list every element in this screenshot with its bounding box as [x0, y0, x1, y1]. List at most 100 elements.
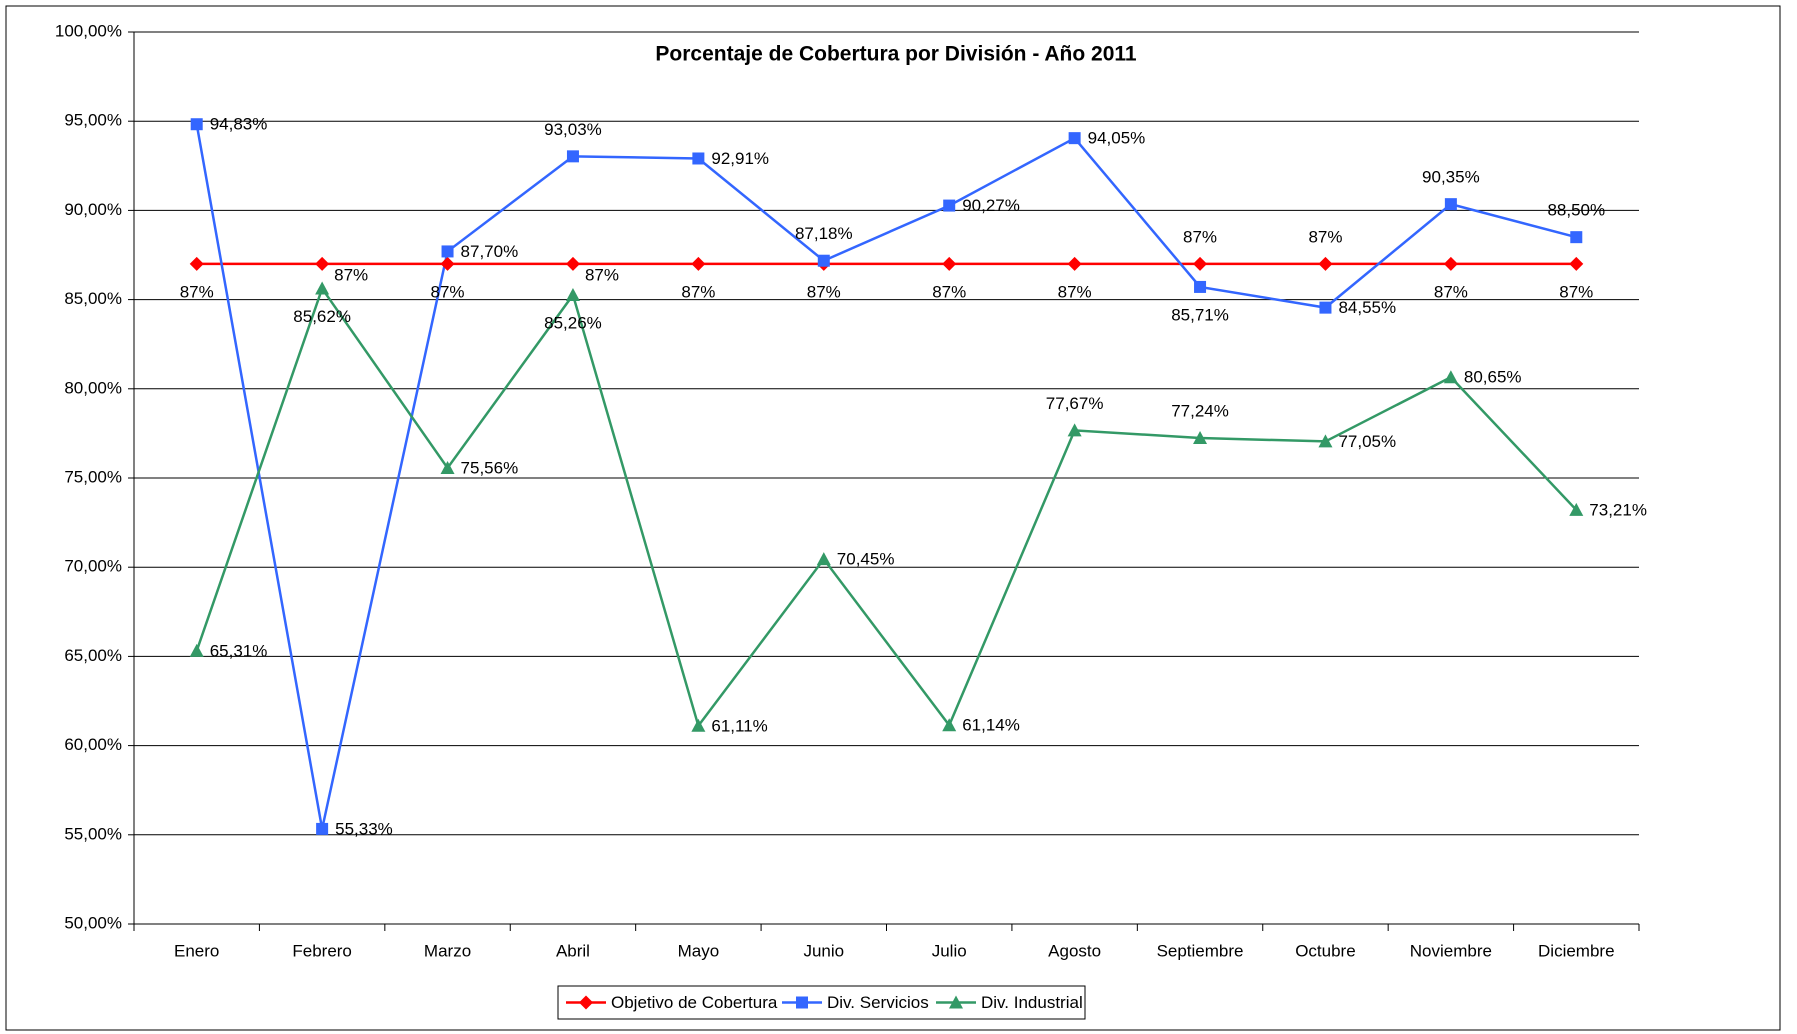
- x-tick-label: Diciembre: [1538, 941, 1615, 960]
- y-tick-label: 85,00%: [64, 289, 122, 308]
- x-tick-label: Marzo: [424, 941, 471, 960]
- data-point: [441, 245, 454, 258]
- data-point: [692, 152, 705, 165]
- data-point: [1068, 132, 1081, 145]
- data-point: [316, 822, 329, 835]
- series-line: [195, 124, 1577, 830]
- x-tick-label: Enero: [174, 941, 219, 960]
- y-tick-label: 55,00%: [64, 824, 122, 843]
- data-label: 55,33%: [335, 819, 393, 838]
- data-label: 70,45%: [837, 550, 895, 569]
- data-label: 87%: [1183, 227, 1217, 246]
- legend-marker: [579, 995, 593, 1010]
- data-point: [816, 552, 831, 566]
- data-point: [189, 256, 204, 271]
- y-tick-label: 80,00%: [64, 378, 122, 397]
- data-label: 85,62%: [293, 307, 351, 326]
- data-label: 75,56%: [461, 458, 519, 477]
- x-tick-label: Julio: [932, 941, 967, 960]
- y-tick-label: 70,00%: [64, 557, 122, 576]
- data-label: 87%: [932, 282, 966, 301]
- data-label: 85,71%: [1171, 305, 1229, 324]
- data-point: [1444, 198, 1457, 211]
- data-point: [189, 643, 204, 657]
- data-label: 73,21%: [1589, 500, 1647, 519]
- data-label: 92,91%: [711, 149, 769, 168]
- data-point: [566, 150, 579, 163]
- y-tick-label: 90,00%: [64, 200, 122, 219]
- data-label: 87%: [807, 282, 841, 301]
- data-label: 87%: [1308, 227, 1342, 246]
- data-point: [691, 256, 706, 271]
- data-point: [1194, 280, 1207, 293]
- data-label: 94,05%: [1088, 129, 1146, 148]
- data-label: 87%: [180, 282, 214, 301]
- legend-marker: [796, 996, 808, 1009]
- data-label: 61,14%: [962, 716, 1020, 735]
- data-label: 87,18%: [795, 224, 853, 243]
- data-point: [942, 718, 957, 732]
- data-label: 87%: [334, 265, 368, 284]
- data-point: [440, 256, 455, 271]
- data-point: [1067, 256, 1082, 271]
- data-label: 94,83%: [210, 115, 268, 134]
- y-tick-label: 60,00%: [64, 735, 122, 754]
- data-label: 87,70%: [461, 242, 519, 261]
- data-label: 87%: [431, 282, 465, 301]
- x-tick-label: Octubre: [1295, 941, 1355, 960]
- data-point: [1067, 423, 1082, 437]
- data-label: 90,27%: [962, 196, 1020, 215]
- data-label: 87%: [1058, 282, 1092, 301]
- legend-label: Div. Industrial: [981, 993, 1083, 1012]
- data-label: 93,03%: [544, 120, 602, 139]
- x-tick-label: Abril: [556, 941, 590, 960]
- data-label: 65,31%: [210, 641, 268, 660]
- data-label: 87%: [585, 265, 619, 284]
- data-point: [1318, 434, 1333, 448]
- data-label: 90,35%: [1422, 168, 1480, 187]
- data-point: [943, 199, 956, 212]
- data-point: [1443, 370, 1458, 384]
- chart-border: [5, 5, 1781, 1031]
- data-point: [1318, 256, 1333, 271]
- data-point: [817, 254, 830, 267]
- x-tick-label: Noviembre: [1410, 941, 1492, 960]
- series-line: [195, 285, 1578, 729]
- x-tick-label: Agosto: [1048, 941, 1101, 960]
- data-point: [1570, 231, 1583, 244]
- data-point: [691, 718, 706, 732]
- data-label: 61,11%: [711, 716, 767, 735]
- data-point: [315, 281, 330, 295]
- data-label: 88,50%: [1547, 201, 1605, 220]
- y-tick-label: 75,00%: [64, 467, 122, 486]
- chart-title: Porcentaje de Cobertura por División - A…: [655, 43, 1136, 66]
- data-point: [440, 461, 455, 475]
- legend-label: Div. Servicios: [827, 993, 929, 1012]
- data-label: 77,05%: [1338, 432, 1396, 451]
- data-label: 84,55%: [1338, 298, 1396, 317]
- data-point: [1319, 301, 1332, 314]
- data-point: [1569, 256, 1584, 271]
- x-tick-label: Junio: [803, 941, 844, 960]
- y-tick-label: 95,00%: [64, 111, 122, 130]
- data-label: 87%: [1434, 282, 1468, 301]
- x-tick-label: Mayo: [678, 941, 720, 960]
- data-label: 77,67%: [1046, 394, 1104, 413]
- data-point: [315, 256, 330, 271]
- x-tick-label: Febrero: [292, 941, 352, 960]
- data-label: 85,26%: [544, 313, 602, 332]
- legend-marker: [949, 995, 963, 1009]
- data-label: 87%: [1559, 282, 1593, 301]
- data-point: [190, 118, 203, 131]
- data-point: [1193, 431, 1208, 445]
- data-point: [565, 287, 580, 301]
- data-point: [1569, 502, 1584, 516]
- y-tick-label: 65,00%: [64, 646, 122, 665]
- data-point: [1193, 256, 1208, 271]
- y-tick-label: 50,00%: [64, 913, 122, 932]
- data-label: 77,24%: [1171, 402, 1229, 421]
- data-point: [942, 256, 957, 271]
- data-point: [565, 256, 580, 271]
- y-tick-label: 100,00%: [55, 21, 122, 40]
